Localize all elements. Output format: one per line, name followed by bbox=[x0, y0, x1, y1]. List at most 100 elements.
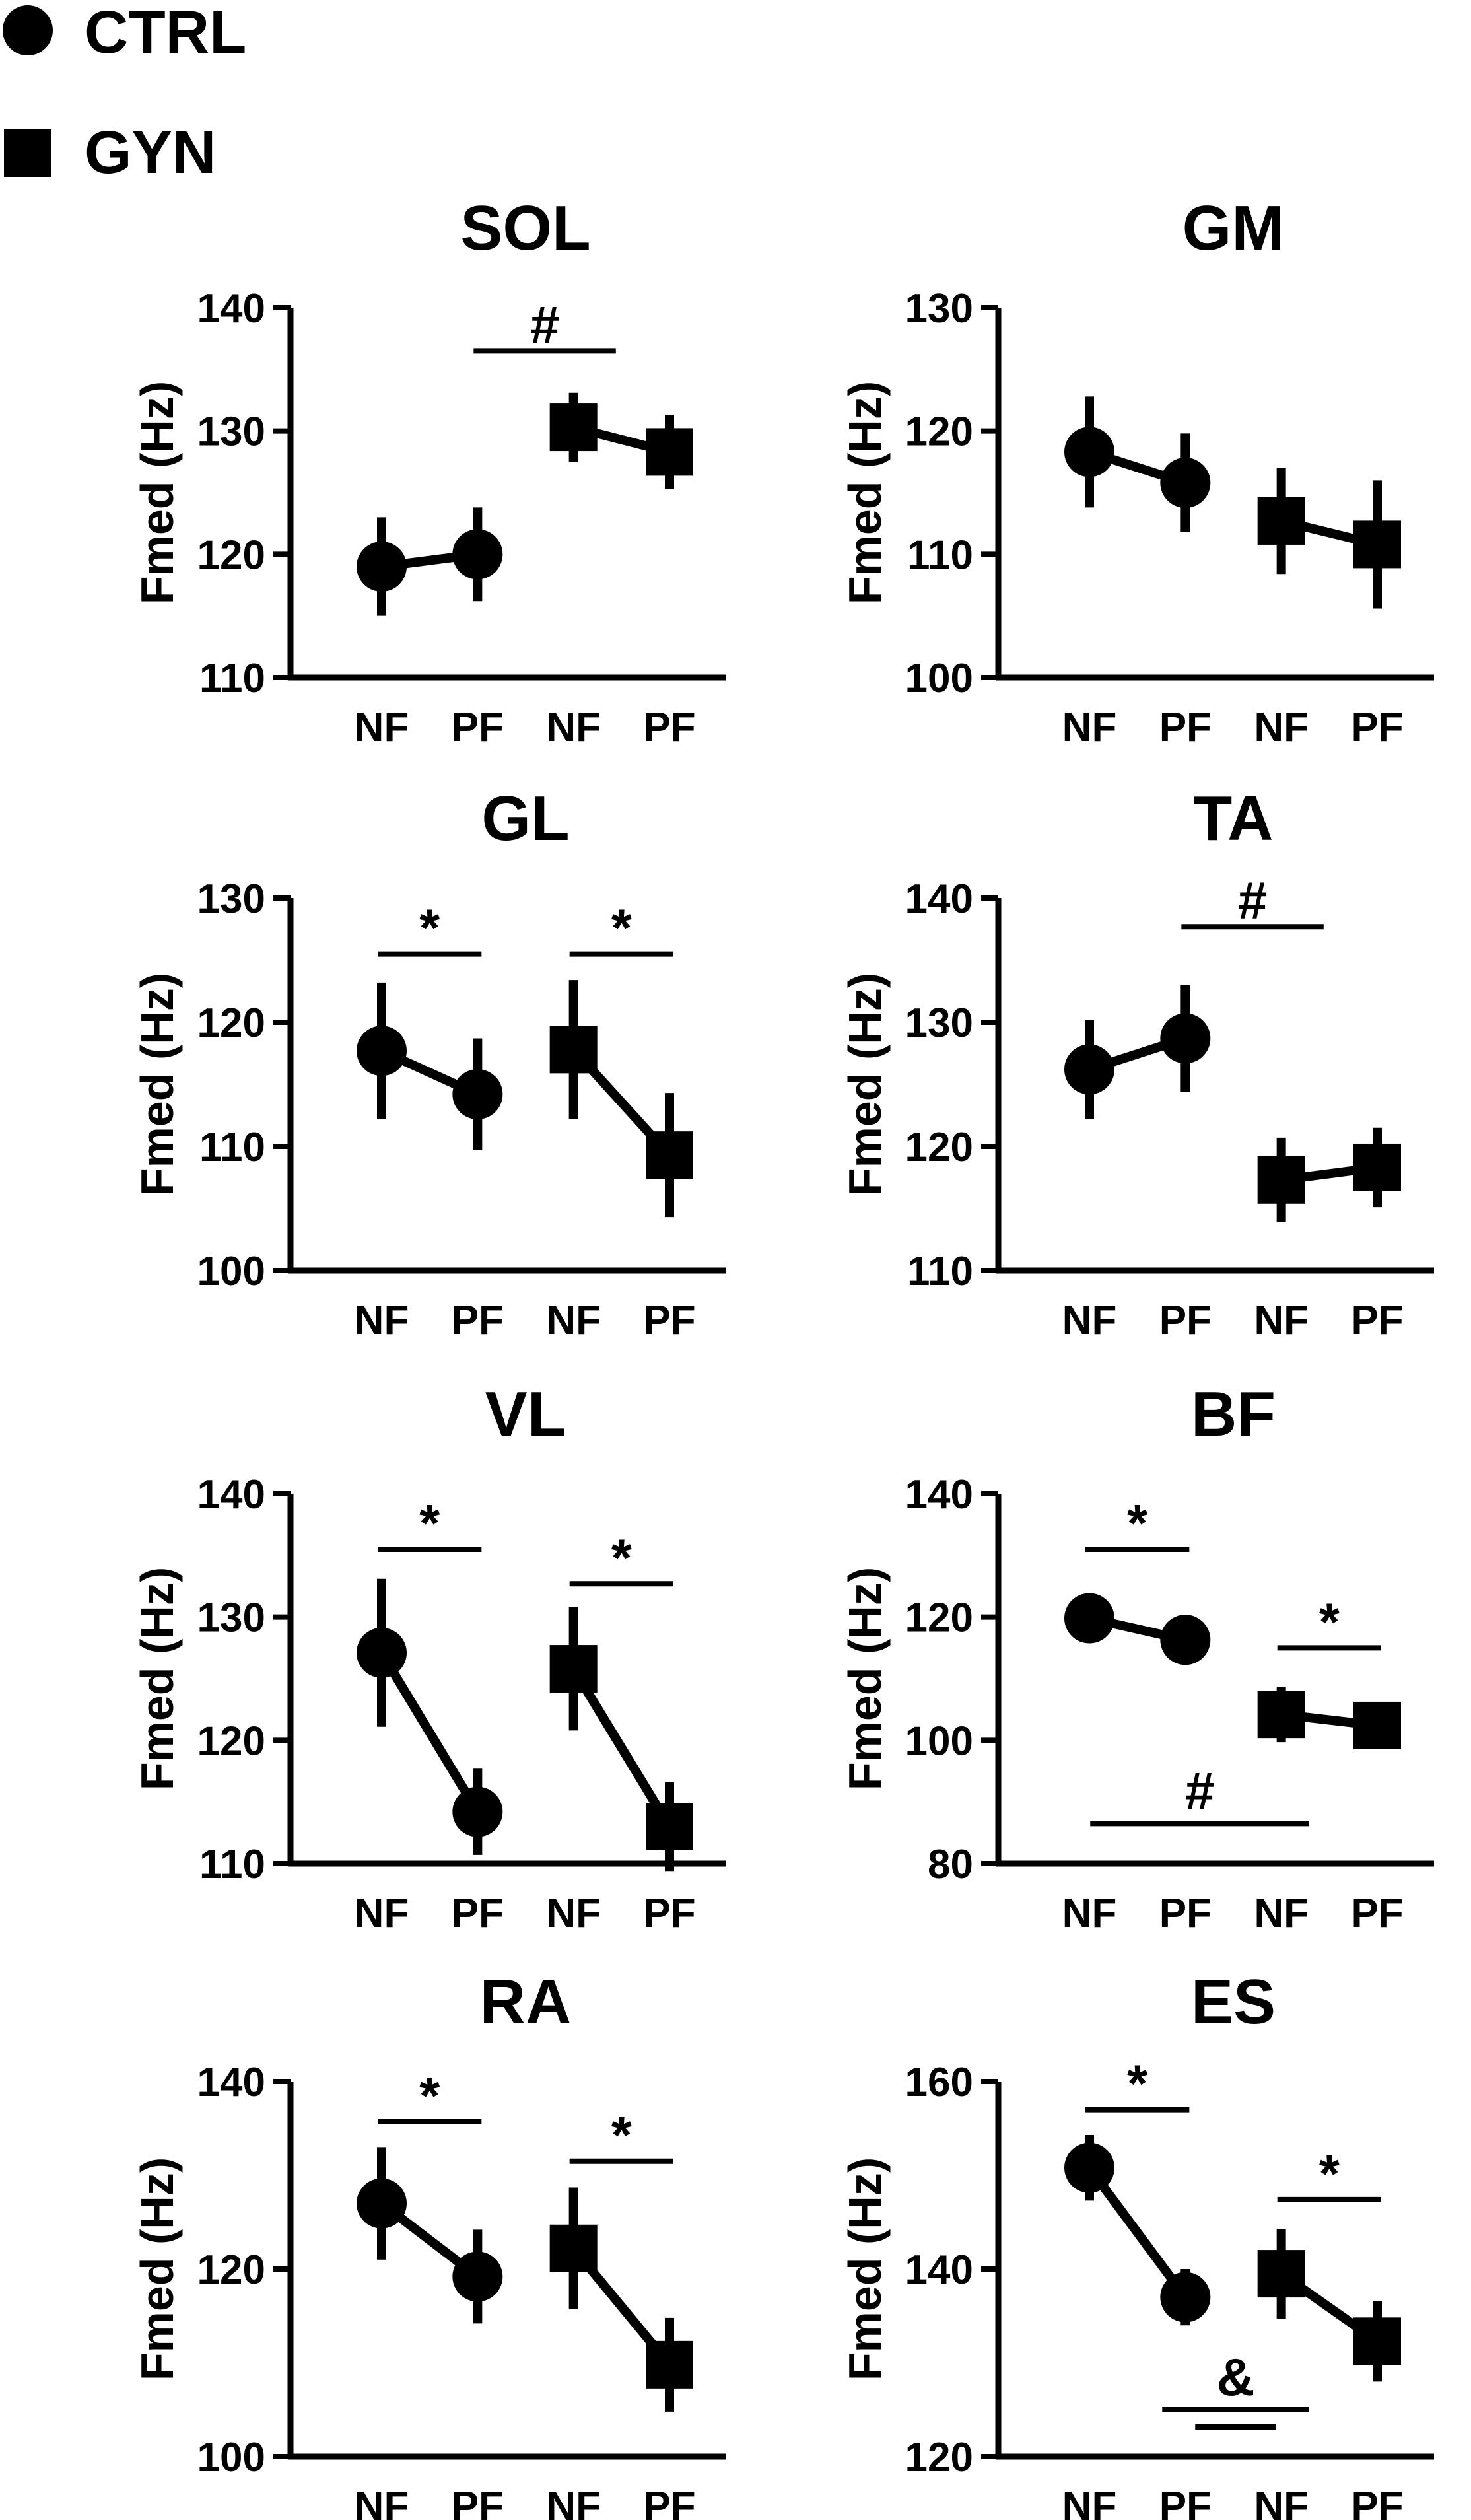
y-tick-label: 130 bbox=[905, 1000, 973, 1046]
data-point-square bbox=[549, 403, 598, 452]
y-axis-label: Fmed (Hz) bbox=[839, 1567, 891, 1790]
data-point-circle bbox=[452, 1069, 503, 1120]
panel-title: ES bbox=[1191, 1967, 1276, 2037]
x-tick-label: NF bbox=[1254, 2484, 1309, 2520]
x-tick-label: NF bbox=[1062, 1298, 1117, 1343]
data-point-circle bbox=[452, 2251, 503, 2302]
x-tick-label: PF bbox=[643, 1891, 695, 1936]
x-tick-label: NF bbox=[355, 705, 409, 750]
x-tick-label: PF bbox=[1159, 1891, 1212, 1936]
significance-marker: # bbox=[530, 295, 560, 354]
x-tick-label: PF bbox=[452, 1891, 504, 1936]
y-axis-label: Fmed (Hz) bbox=[839, 381, 891, 604]
x-tick-label: PF bbox=[1351, 1891, 1403, 1936]
y-tick-label: 140 bbox=[905, 1472, 973, 1518]
data-point-circle bbox=[1160, 2272, 1211, 2323]
data-point-square bbox=[646, 428, 693, 476]
y-axis-label: Fmed (Hz) bbox=[131, 381, 183, 604]
x-tick-label: NF bbox=[1254, 705, 1309, 750]
data-point-square bbox=[646, 2340, 693, 2389]
data-point-square bbox=[1257, 1156, 1305, 1204]
series-line-ctrl bbox=[378, 1650, 482, 1815]
legend-label-gyn: GYN bbox=[85, 119, 216, 186]
y-tick-label: 120 bbox=[197, 2247, 265, 2293]
x-tick-label: NF bbox=[1062, 1891, 1117, 1936]
y-tick-label: 110 bbox=[907, 532, 973, 578]
panel-sol: SOL Fmed (Hz) 110 120 130 140 NF PF NF PF # bbox=[131, 193, 726, 750]
data-point-square bbox=[646, 1131, 693, 1179]
panel-ta: TA Fmed (Hz) 110 120 130 140 NF PF NF PF # bbox=[839, 783, 1434, 1343]
x-tick-label: NF bbox=[1062, 705, 1117, 750]
y-tick-label: 120 bbox=[905, 2435, 973, 2480]
x-tick-label: PF bbox=[452, 705, 504, 750]
x-tick-label: PF bbox=[643, 705, 695, 750]
significance-marker: * bbox=[1127, 1494, 1148, 1553]
significance-marker: * bbox=[611, 2106, 633, 2165]
panel-title: GL bbox=[481, 783, 569, 854]
x-tick-label: NF bbox=[355, 1298, 409, 1343]
x-tick-label: NF bbox=[355, 1891, 409, 1936]
y-tick-label: 110 bbox=[199, 1125, 265, 1170]
legend: CTRL GYN bbox=[3, 0, 246, 186]
x-tick-label: PF bbox=[1159, 2484, 1212, 2520]
y-tick-label: 120 bbox=[905, 409, 973, 455]
x-tick-label: PF bbox=[1351, 1298, 1403, 1343]
data-point-square bbox=[1353, 1701, 1401, 1749]
y-tick-label: 130 bbox=[905, 286, 973, 332]
panel-gm: GM Fmed (Hz) 100 110 120 130 NF PF NF PF bbox=[839, 193, 1434, 750]
y-tick-label: 140 bbox=[197, 286, 265, 332]
panel-gl: GL Fmed (Hz) 100 110 120 130 NF PF NF PF * * bbox=[131, 783, 726, 1343]
x-tick-label: NF bbox=[546, 1298, 601, 1343]
data-point-circle bbox=[1064, 427, 1114, 477]
significance-marker: & bbox=[1217, 2348, 1255, 2406]
y-tick-label: 120 bbox=[197, 532, 265, 578]
y-tick-label: 110 bbox=[199, 1842, 265, 1887]
panel-title: SOL bbox=[460, 193, 590, 263]
significance-marker: * bbox=[1127, 2054, 1148, 2113]
data-point-square bbox=[646, 1803, 693, 1850]
x-tick-label: NF bbox=[546, 2484, 601, 2520]
panel-title: GM bbox=[1182, 193, 1285, 263]
y-tick-label: 140 bbox=[905, 876, 973, 922]
data-point-circle bbox=[357, 1627, 407, 1678]
y-tick-label: 130 bbox=[197, 1595, 265, 1641]
x-tick-label: NF bbox=[546, 1891, 601, 1936]
y-tick-label: 100 bbox=[905, 656, 973, 701]
x-tick-label: NF bbox=[1254, 1298, 1309, 1343]
y-tick-label: 140 bbox=[197, 1472, 265, 1518]
series-line-ctrl bbox=[1085, 2165, 1189, 2300]
y-tick-label: 120 bbox=[905, 1595, 973, 1641]
significance-marker: * bbox=[611, 899, 633, 958]
x-tick-label: PF bbox=[643, 1298, 695, 1343]
legend-label-ctrl: CTRL bbox=[85, 0, 246, 66]
data-point-circle bbox=[452, 1786, 503, 1837]
y-tick-label: 130 bbox=[197, 876, 265, 922]
panel-title: TA bbox=[1194, 783, 1274, 854]
data-point-square bbox=[549, 1645, 598, 1693]
significance-marker: * bbox=[1319, 2144, 1340, 2203]
x-tick-label: NF bbox=[355, 2484, 409, 2520]
panel-title: BF bbox=[1191, 1379, 1276, 1450]
panel-es: ES Fmed (Hz) 120 140 160 NF PF NF PF * * & bbox=[839, 1967, 1434, 2520]
legend-square-marker bbox=[4, 129, 51, 177]
data-point-square bbox=[549, 2224, 598, 2272]
y-tick-label: 100 bbox=[197, 2435, 265, 2480]
significance-marker: * bbox=[419, 2066, 440, 2125]
data-point-circle bbox=[357, 542, 407, 592]
data-point-square bbox=[1257, 1691, 1305, 1739]
significance-marker: # bbox=[1238, 871, 1268, 930]
x-tick-label: NF bbox=[1062, 2484, 1117, 2520]
x-tick-label: PF bbox=[1159, 705, 1212, 750]
data-point-square bbox=[549, 1026, 598, 1074]
panel-vl: VL Fmed (Hz) 110 120 130 140 NF PF NF PF * * bbox=[131, 1379, 726, 1936]
x-tick-label: NF bbox=[546, 705, 601, 750]
significance-marker: * bbox=[419, 1494, 440, 1553]
significance-marker: * bbox=[1319, 1592, 1340, 1651]
data-point-circle bbox=[357, 1026, 407, 1076]
y-tick-label: 110 bbox=[907, 1249, 973, 1294]
x-tick-label: PF bbox=[643, 2484, 695, 2520]
x-tick-label: PF bbox=[1159, 1298, 1212, 1343]
y-tick-label: 120 bbox=[197, 1000, 265, 1046]
panel-ra: RA Fmed (Hz) 100 120 140 NF PF NF PF * * bbox=[131, 1967, 726, 2520]
data-point-square bbox=[1353, 520, 1401, 569]
